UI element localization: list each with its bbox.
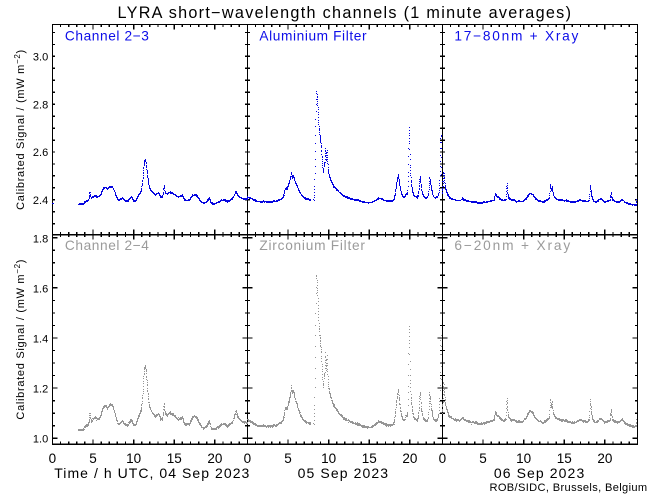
svg-text:2.4: 2.4 (33, 195, 48, 207)
svg-text:15: 15 (557, 451, 572, 466)
svg-text:17−80nm + Xray: 17−80nm + Xray (454, 28, 580, 43)
svg-text:20: 20 (597, 451, 612, 466)
svg-text:10: 10 (321, 451, 336, 466)
svg-text:1.8: 1.8 (33, 234, 48, 246)
svg-text:ROB/SIDC, Brussels, Belgium: ROB/SIDC, Brussels, Belgium (489, 482, 647, 494)
svg-text:1.0: 1.0 (33, 434, 48, 446)
svg-text:10: 10 (126, 451, 141, 466)
svg-text:5: 5 (89, 451, 97, 466)
svg-text:5: 5 (479, 451, 487, 466)
svg-text:Calibrated Signal / (mW m−2): Calibrated Signal / (mW m−2) (13, 49, 27, 210)
svg-text:2.8: 2.8 (33, 99, 48, 111)
svg-text:LYRA short−wavelength channels: LYRA short−wavelength channels (1 minute… (118, 4, 573, 22)
svg-text:6−20nm + Xray: 6−20nm + Xray (454, 238, 572, 253)
svg-text:5: 5 (284, 451, 292, 466)
svg-text:2.6: 2.6 (33, 147, 48, 159)
svg-text:1.4: 1.4 (33, 334, 48, 346)
svg-text:10: 10 (516, 451, 531, 466)
svg-text:20: 20 (402, 451, 417, 466)
svg-text:3.0: 3.0 (33, 52, 48, 64)
svg-text:20: 20 (207, 451, 222, 466)
svg-text:Aluminium Filter: Aluminium Filter (259, 28, 367, 43)
svg-text:Channel 2−4: Channel 2−4 (65, 238, 150, 253)
svg-text:0: 0 (244, 451, 252, 466)
svg-text:1.6: 1.6 (33, 284, 48, 296)
svg-text:1.2: 1.2 (33, 384, 48, 396)
svg-text:Channel 2−3: Channel 2−3 (65, 28, 150, 43)
svg-text:06 Sep 2023: 06 Sep 2023 (494, 465, 586, 481)
svg-text:Calibrated Signal / (mW m−2): Calibrated Signal / (mW m−2) (13, 259, 27, 420)
svg-text:15: 15 (167, 451, 182, 466)
svg-text:Zirconium Filter: Zirconium Filter (259, 238, 365, 253)
svg-text:15: 15 (362, 451, 377, 466)
svg-text:Time / h UTC, 04 Sep 2023: Time / h UTC, 04 Sep 2023 (54, 465, 250, 481)
svg-text:0: 0 (439, 451, 447, 466)
svg-text:0: 0 (49, 451, 57, 466)
svg-text:05 Sep 2023: 05 Sep 2023 (298, 465, 390, 481)
